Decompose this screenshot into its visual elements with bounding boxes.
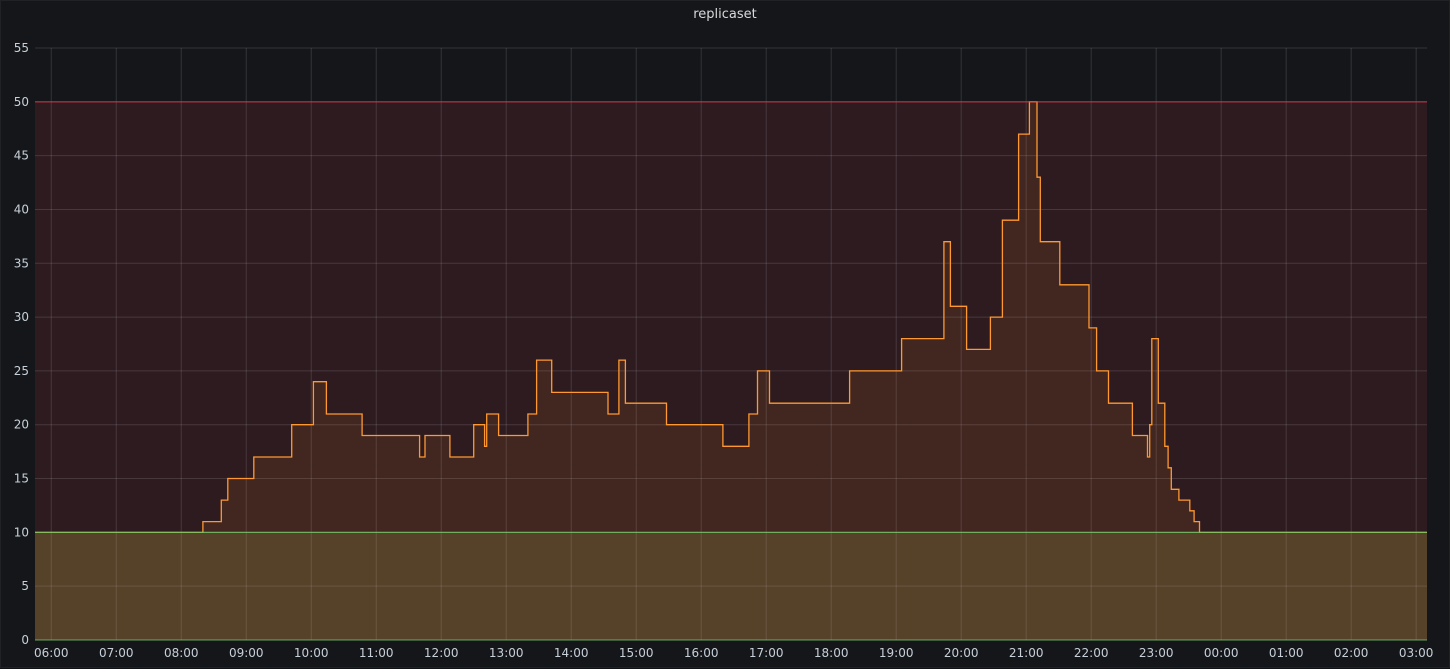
y-tick-label: 10: [14, 525, 29, 539]
x-tick-label: 06:00: [34, 646, 69, 660]
x-tick-label: 15:00: [619, 646, 654, 660]
y-tick-label: 25: [14, 364, 29, 378]
y-tick-label: 40: [14, 202, 29, 216]
series-area-fill: [35, 101, 1427, 641]
x-tick-label: 08:00: [164, 646, 199, 660]
x-tick-label: 16:00: [684, 646, 719, 660]
y-tick-label: 5: [21, 579, 29, 593]
y-tick-label: 30: [14, 310, 29, 324]
x-tick-label: 12:00: [424, 646, 459, 660]
y-tick-label: 45: [14, 149, 29, 163]
critical-threshold-region: [35, 101, 1427, 533]
y-tick-label: 20: [14, 418, 29, 432]
x-tick-label: 20:00: [944, 646, 979, 660]
x-tick-label: 22:00: [1074, 646, 1109, 660]
series-area: [35, 101, 1427, 641]
x-tick-label: 00:00: [1204, 646, 1239, 660]
x-tick-label: 21:00: [1009, 646, 1044, 660]
x-tick-label: 01:00: [1269, 646, 1304, 660]
x-tick-label: 02:00: [1334, 646, 1369, 660]
threshold-lines: [35, 101, 1427, 641]
x-tick-label: 10:00: [294, 646, 329, 660]
x-tick-label: 14:00: [554, 646, 589, 660]
y-tick-label: 35: [14, 256, 29, 270]
x-tick-label: 13:00: [489, 646, 524, 660]
panel-title[interactable]: replicaset: [693, 7, 757, 22]
x-tick-label: 17:00: [749, 646, 784, 660]
y-tick-label: 50: [14, 95, 29, 109]
x-tick-label: 19:00: [879, 646, 914, 660]
y-tick-label: 0: [21, 633, 29, 647]
x-tick-label: 11:00: [359, 646, 394, 660]
warning-threshold-region: [35, 532, 1427, 640]
y-axis-labels: 0 5 10 15 20 25 30 35 40 45 50 55: [14, 41, 29, 647]
x-tick-label: 18:00: [814, 646, 849, 660]
x-tick-label: 03:00: [1399, 646, 1434, 660]
x-tick-label: 23:00: [1139, 646, 1174, 660]
x-tick-label: 07:00: [99, 646, 134, 660]
x-tick-label: 09:00: [229, 646, 264, 660]
series-line: [35, 101, 1427, 534]
y-tick-label: 15: [14, 472, 29, 486]
x-axis-labels: 06:00 07:00 08:00 09:00 10:00 11:00 12:00 13:00…: [34, 646, 1434, 660]
threshold-regions: [35, 101, 1427, 640]
y-tick-label: 55: [14, 41, 29, 55]
